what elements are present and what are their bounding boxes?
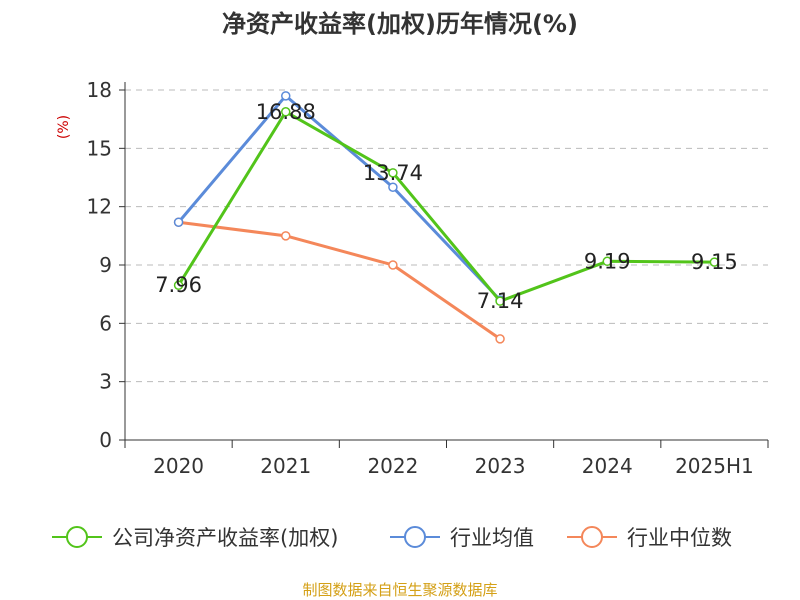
x-tick-label: 2023	[475, 454, 526, 478]
x-tick-label: 2025H1	[675, 454, 754, 478]
y-tick-label: 0	[99, 428, 112, 452]
y-axis-label: (%)	[56, 115, 72, 139]
series-line-1	[177, 94, 502, 302]
x-tick-label: 2020	[153, 454, 204, 478]
legend-item: 公司净资产收益率(加权)	[52, 526, 338, 550]
x-tick-label: 2022	[367, 454, 418, 478]
axes: 0 3 6 9 12 15 18 (%) 2020 2021 2022 2023 2024 2025H1	[56, 78, 769, 478]
x-tick-label: 2024	[582, 454, 633, 478]
data-point	[388, 168, 398, 178]
data-point	[388, 260, 398, 270]
data-label: 9.19	[584, 249, 631, 273]
y-tick-label: 12	[87, 195, 112, 219]
data-point	[709, 257, 720, 267]
data-point	[602, 256, 612, 267]
legend-marker	[404, 526, 426, 548]
data-label: 9.15	[691, 250, 738, 274]
series-line-0	[177, 110, 715, 303]
data-label: 13.74	[363, 161, 423, 185]
data-labels: 7.96 16.88 13.74 7.14 9.19 9.15	[155, 100, 738, 313]
x-tick-label: 2021	[260, 454, 311, 478]
data-label: 16.88	[256, 100, 316, 124]
legend-label: 公司净资产收益率(加权)	[112, 526, 338, 550]
y-tick-label: 6	[99, 311, 112, 335]
legend-marker	[581, 526, 603, 548]
data-point	[388, 182, 398, 192]
legend-label: 行业均值	[450, 526, 534, 550]
legend-item: 行业均值	[390, 526, 534, 550]
y-tick-label: 15	[87, 136, 112, 160]
data-point	[495, 334, 505, 344]
data-point	[281, 107, 291, 117]
legend-item: 行业中位数	[567, 526, 732, 550]
y-tick-label: 9	[99, 253, 112, 277]
data-point	[495, 296, 505, 306]
y-tick-label: 3	[99, 370, 112, 394]
data-label: 7.14	[477, 289, 524, 313]
data-point	[281, 91, 291, 101]
legend: 公司净资产收益率(加权) 行业均值 行业中位数	[52, 526, 732, 550]
data-point	[173, 280, 184, 290]
source-note: 制图数据来自恒生聚源数据库	[302, 581, 498, 599]
legend-label: 行业中位数	[627, 526, 732, 550]
y-tick-label: 18	[87, 78, 112, 102]
data-point	[173, 217, 184, 227]
series-lines	[173, 91, 720, 344]
legend-marker	[66, 526, 88, 548]
chart-title: 净资产收益率(加权)历年情况(%)	[222, 10, 578, 38]
data-point	[281, 231, 291, 241]
series-line-2	[178, 220, 501, 341]
data-label: 7.96	[155, 273, 202, 297]
grid-lines	[125, 89, 768, 383]
